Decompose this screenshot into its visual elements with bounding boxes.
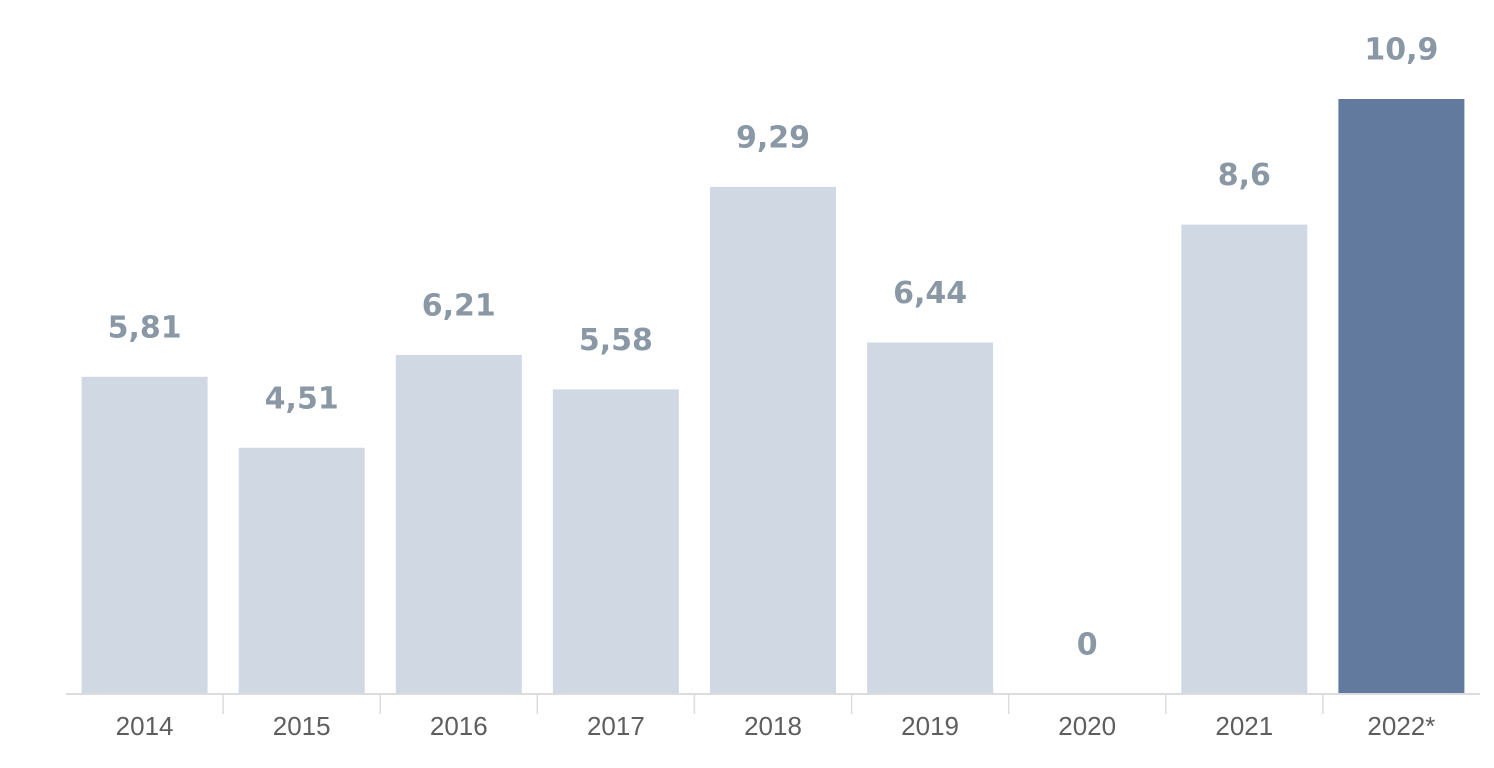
x-tick-label: 2019 — [901, 711, 959, 741]
bar-2018 — [710, 186, 836, 694]
x-axis-ticks-group — [222, 694, 1324, 714]
bar-2015 — [238, 447, 365, 694]
x-axis-tick-labels-group: 2014 2015 2016 2017 2018 2019 2020 2021 2022* — [116, 711, 1436, 741]
x-tick-label: 2021 — [1215, 711, 1273, 741]
x-tick-label: 2015 — [273, 711, 331, 741]
x-tick-label: 2017 — [587, 711, 645, 741]
value-label: 4,51 — [265, 381, 339, 416]
bar-2014 — [81, 376, 208, 694]
bar-2016 — [395, 355, 522, 694]
value-label: 6,21 — [422, 289, 496, 324]
x-tick-label: 2014 — [116, 711, 174, 741]
value-label: 8,6 — [1218, 158, 1271, 193]
bar-2021 — [1181, 224, 1308, 694]
value-label: 9,29 — [736, 120, 810, 155]
x-tick-label: 2018 — [744, 711, 802, 741]
x-tick-label: 2022* — [1367, 711, 1435, 741]
bar-2019 — [867, 342, 994, 694]
value-label: 6,44 — [893, 276, 967, 311]
value-labels-group: 5,81 4,51 6,21 5,58 9,29 6,44 0 8,6 10,9 — [108, 33, 1439, 663]
x-tick-label: 2020 — [1058, 711, 1116, 741]
value-label: 5,81 — [108, 310, 182, 345]
bar-2022-star — [1338, 99, 1465, 694]
x-tick-label: 2016 — [430, 711, 488, 741]
bars-group — [81, 99, 1465, 694]
value-label: 5,58 — [579, 323, 653, 358]
value-label: 0 — [1077, 628, 1098, 663]
value-label: 10,9 — [1364, 33, 1438, 68]
bar-2017 — [552, 389, 679, 694]
